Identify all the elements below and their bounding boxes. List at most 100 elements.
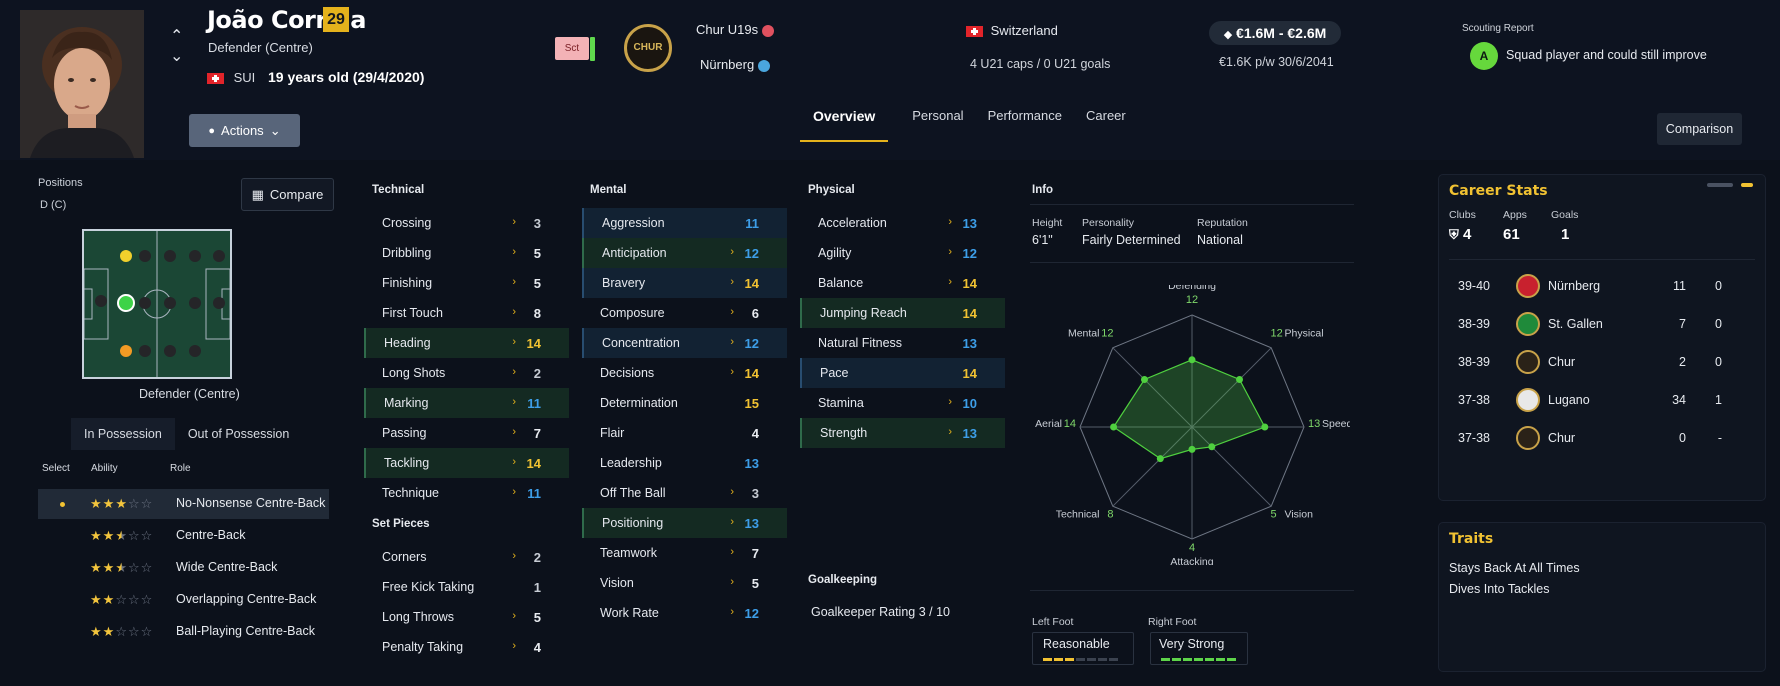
tab-personal[interactable]: Personal <box>912 108 964 123</box>
club-name[interactable]: Chur <box>1548 431 1576 445</box>
attribute-row[interactable]: Penalty Taking › 4 <box>364 632 569 662</box>
player-portrait <box>20 10 144 158</box>
attribute-row[interactable]: Positioning › 13 <box>582 508 787 538</box>
trend-arrow-icon: › <box>730 246 734 258</box>
right-foot-meter <box>1161 658 1236 661</box>
attribute-value: 14 <box>962 276 977 291</box>
season: 39-40 <box>1458 279 1490 293</box>
attribute-name: Technique <box>382 486 439 500</box>
tab-performance[interactable]: Performance <box>987 108 1062 123</box>
attribute-row[interactable]: First Touch › 8 <box>364 298 569 328</box>
attribute-row[interactable]: Pace 14 <box>800 358 1005 388</box>
star-empty-icon: ☆ <box>115 624 128 639</box>
attribute-row[interactable]: Bravery › 14 <box>582 268 787 298</box>
apps-count: 2 <box>1679 355 1686 369</box>
team-link-secondary[interactable]: Nürnberg <box>700 57 771 72</box>
attribute-row[interactable]: Vision › 5 <box>582 568 787 598</box>
player-age: 19 years old (29/4/2020) <box>268 69 425 85</box>
team-link-primary[interactable]: Chur U19s <box>696 22 775 37</box>
career-row[interactable]: 37-38 Lugano 34 1 <box>1456 382 1746 420</box>
trend-arrow-icon: › <box>730 606 734 618</box>
attribute-row[interactable]: Teamwork › 7 <box>582 538 787 568</box>
club-name[interactable]: St. Gallen <box>1548 317 1603 331</box>
radar-value: 13 <box>1308 418 1320 430</box>
attribute-row[interactable]: Heading › 14 <box>364 328 569 358</box>
attribute-row[interactable]: Corners › 2 <box>364 542 569 572</box>
attribute-row[interactable]: Leadership 13 <box>582 448 787 478</box>
attribute-row[interactable]: Concentration › 12 <box>582 328 787 358</box>
attribute-value: 7 <box>533 426 541 441</box>
attribute-row[interactable]: Acceleration › 13 <box>800 208 1005 238</box>
role-name: Wide Centre-Back <box>176 560 278 574</box>
attribute-row[interactable]: Free Kick Taking 1 <box>364 572 569 602</box>
attribute-row[interactable]: Natural Fitness 13 <box>800 328 1005 358</box>
reputation-label: Reputation <box>1197 217 1248 229</box>
transfer-value[interactable]: ◆ €1.6M - €2.6M <box>1209 21 1341 45</box>
season: 37-38 <box>1458 431 1490 445</box>
attribute-row[interactable]: Marking › 11 <box>364 388 569 418</box>
actions-button[interactable]: ● Actions ⌄ <box>189 114 300 147</box>
attribute-row[interactable]: Work Rate › 12 <box>582 598 787 628</box>
attribute-row[interactable]: Composure › 6 <box>582 298 787 328</box>
attribute-row[interactable]: Determination 15 <box>582 388 787 418</box>
role-row[interactable]: ★★★☆☆ No-Nonsense Centre-Back <box>38 489 329 519</box>
role-row[interactable]: ★★★☆☆ Centre-Back <box>38 521 329 551</box>
chevron-up-icon[interactable]: ⌃ <box>170 28 184 45</box>
club-logo[interactable]: CHUR <box>624 24 672 72</box>
attribute-name: First Touch <box>382 306 443 320</box>
radar-axis <box>1191 426 1272 507</box>
career-row[interactable]: 38-39 Chur 2 0 <box>1456 344 1746 382</box>
trend-arrow-icon: › <box>730 306 734 318</box>
attribute-value: 10 <box>962 396 977 411</box>
chevron-down-icon[interactable]: ⌄ <box>170 48 184 65</box>
attribute-row[interactable]: Dribbling › 5 <box>364 238 569 268</box>
attribute-row[interactable]: Balance › 14 <box>800 268 1005 298</box>
tab-out-of-possession[interactable]: Out of Possession <box>187 427 290 441</box>
attribute-row[interactable]: Jumping Reach 14 <box>800 298 1005 328</box>
attribute-row[interactable]: Anticipation › 12 <box>582 238 787 268</box>
radar-label: Technical <box>1056 509 1100 521</box>
attribute-row[interactable]: Stamina › 10 <box>800 388 1005 418</box>
role-row[interactable]: ★★☆☆☆ Ball-Playing Centre-Back <box>38 617 329 647</box>
attribute-row[interactable]: Long Throws › 5 <box>364 602 569 632</box>
attribute-row[interactable]: Aggression 11 <box>582 208 787 238</box>
goalkeeping-title: Goalkeeping <box>808 574 878 586</box>
club-name[interactable]: Lugano <box>1548 393 1590 407</box>
tab-in-possession[interactable]: In Possession <box>71 418 175 450</box>
positions-label: Positions <box>38 177 83 189</box>
season: 38-39 <box>1458 317 1490 331</box>
star-empty-icon: ☆ <box>140 496 154 511</box>
career-row[interactable]: 37-38 Chur 0 - <box>1456 420 1746 458</box>
career-row[interactable]: 38-39 St. Gallen 7 0 <box>1456 306 1746 344</box>
club-name[interactable]: Nürnberg <box>1548 279 1601 293</box>
star-empty-icon: ☆ <box>127 592 141 607</box>
nation-link[interactable]: Switzerland <box>966 23 1058 38</box>
attribute-row[interactable]: Technique › 11 <box>364 478 569 508</box>
attribute-row[interactable]: Off The Ball › 3 <box>582 478 787 508</box>
tab-career[interactable]: Career <box>1086 108 1126 123</box>
attribute-row[interactable]: Long Shots › 2 <box>364 358 569 388</box>
attribute-row[interactable]: Agility › 12 <box>800 238 1005 268</box>
height-label: Height <box>1032 217 1063 229</box>
role-row[interactable]: ★★☆☆☆ Overlapping Centre-Back <box>38 585 329 615</box>
technical-title: Technical <box>372 184 425 196</box>
club-name[interactable]: Chur <box>1548 355 1576 369</box>
compare-button[interactable]: ▦ Compare <box>241 178 334 211</box>
attribute-row[interactable]: Crossing › 3 <box>364 208 569 238</box>
tab-overview[interactable]: Overview <box>800 108 889 142</box>
divider <box>1449 259 1755 260</box>
career-row[interactable]: 39-40 Nürnberg 11 0 <box>1456 268 1746 306</box>
attribute-row[interactable]: Passing › 7 <box>364 418 569 448</box>
attribute-row[interactable]: Tackling › 14 <box>364 448 569 478</box>
trend-arrow-icon: › <box>948 216 952 228</box>
comparison-button[interactable]: Comparison <box>1657 113 1742 145</box>
attribute-name: Stamina <box>818 396 864 410</box>
attribute-row[interactable]: Finishing › 5 <box>364 268 569 298</box>
scouting-badge[interactable]: Sct <box>555 37 589 60</box>
carousel-indicator[interactable] <box>1707 183 1733 187</box>
attribute-row[interactable]: Decisions › 14 <box>582 358 787 388</box>
attribute-row[interactable]: Strength › 13 <box>800 418 1005 448</box>
carousel-indicator-active[interactable] <box>1741 183 1753 187</box>
role-row[interactable]: ★★★☆☆ Wide Centre-Back <box>38 553 329 583</box>
attribute-row[interactable]: Flair 4 <box>582 418 787 448</box>
